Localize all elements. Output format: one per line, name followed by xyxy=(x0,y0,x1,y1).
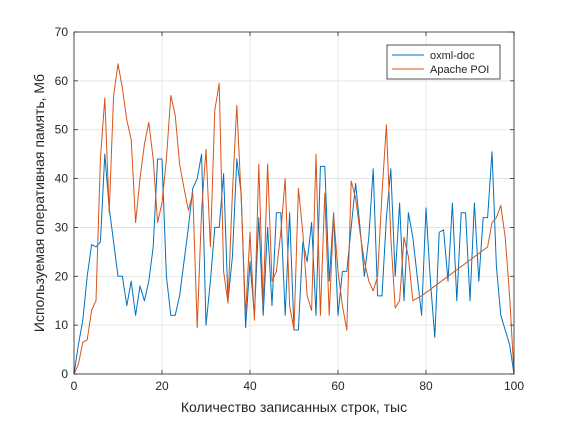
x-tick-label: 20 xyxy=(155,379,169,393)
y-tick-label: 60 xyxy=(55,74,69,88)
x-tick-label: 0 xyxy=(71,379,78,393)
y-tick-label: 50 xyxy=(55,123,69,137)
x-tick-label: 100 xyxy=(504,379,524,393)
y-tick-label: 20 xyxy=(55,269,69,283)
legend-box xyxy=(386,44,501,80)
legend: oxml-doc Apache POI xyxy=(386,44,501,80)
plot-area-frame xyxy=(73,31,515,375)
x-tick-label: 40 xyxy=(243,379,257,393)
y-tick-label: 0 xyxy=(61,367,68,381)
series-line-apache-poi xyxy=(73,63,515,375)
axis-ticks: 0 20 40 60 80 100 0 10 20 30 40 50 60 70 xyxy=(55,25,525,393)
y-axis-label: Используемая оперативная память, Мб xyxy=(31,74,47,332)
legend-label-oxml-doc: oxml-doc xyxy=(430,50,475,62)
legend-label-apache-poi: Apache POI xyxy=(430,64,489,76)
y-tick-label: 30 xyxy=(55,220,69,234)
series-layer xyxy=(73,63,515,375)
y-tick-label: 70 xyxy=(55,25,69,39)
y-tick-label: 10 xyxy=(55,318,69,332)
y-tick-label: 40 xyxy=(55,172,69,186)
x-axis-label: Количество записанных строк, тыс xyxy=(181,399,407,415)
x-tick-label: 60 xyxy=(331,379,345,393)
x-tick-label: 80 xyxy=(419,379,433,393)
